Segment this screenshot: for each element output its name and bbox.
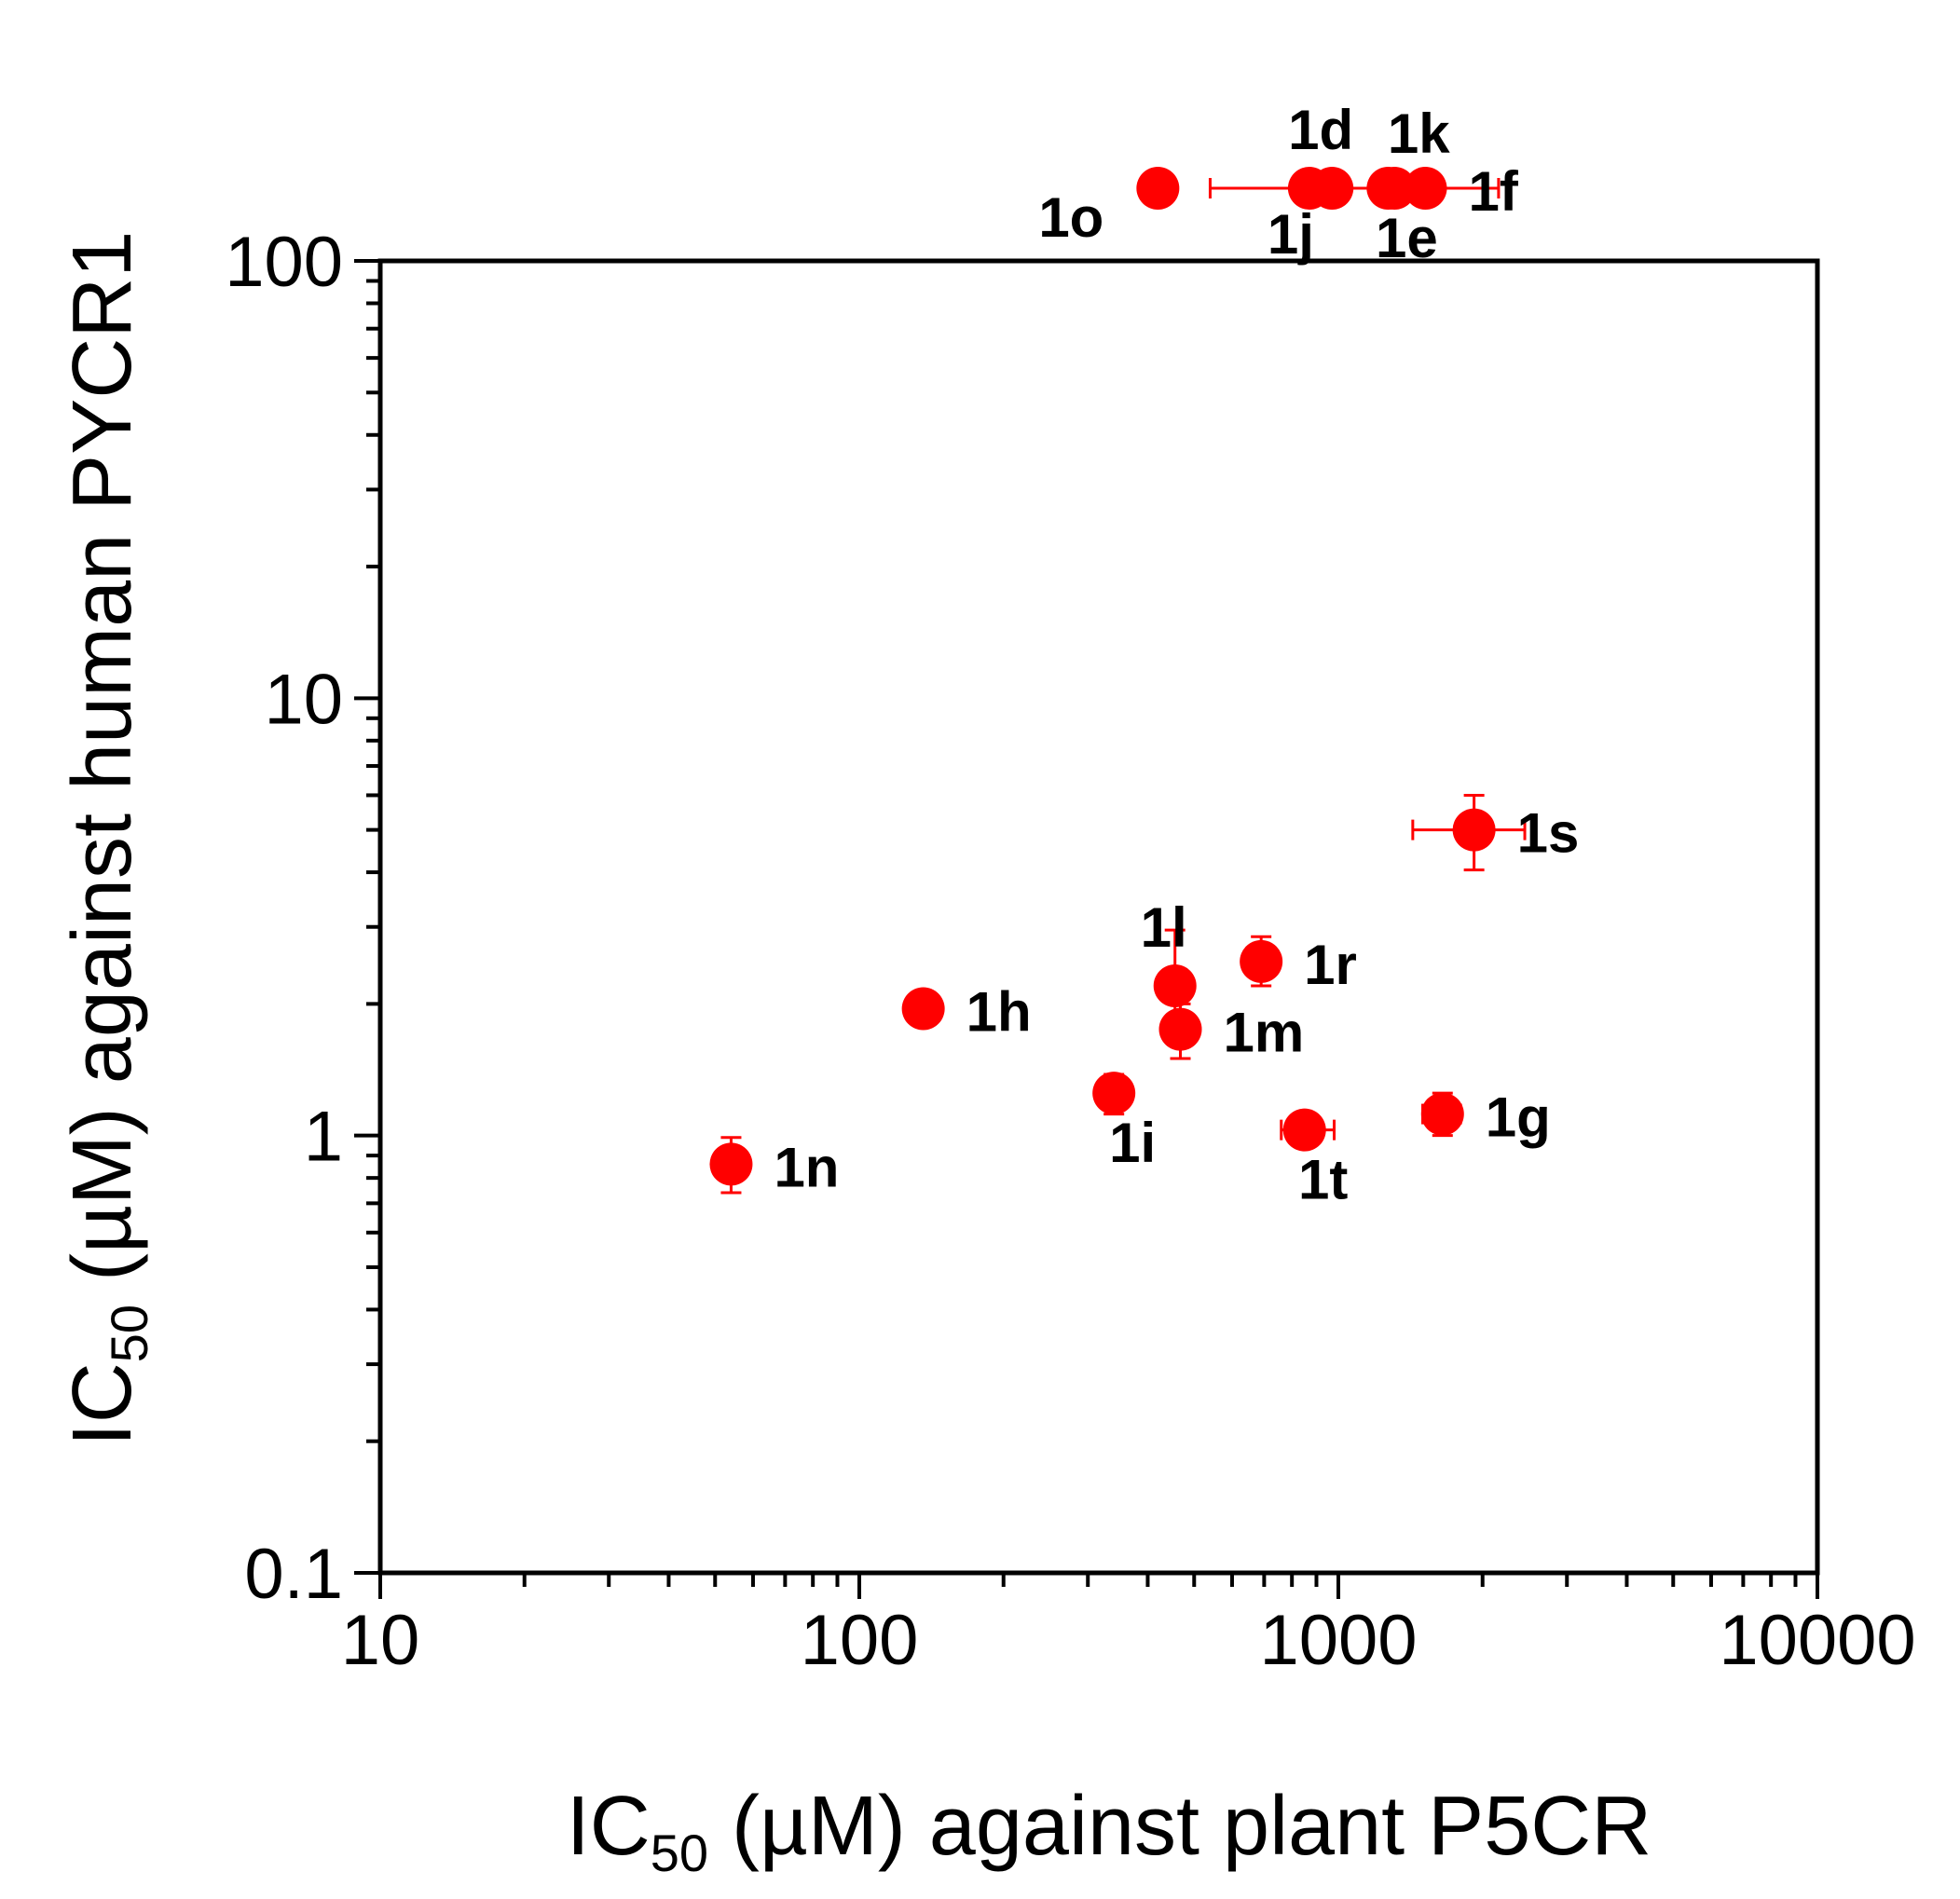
- point-label-1t: 1t: [1298, 1149, 1348, 1211]
- data-point-1h: [901, 987, 945, 1031]
- point-label-1l: 1l: [1141, 896, 1187, 959]
- point-label-1d: 1d: [1288, 99, 1353, 161]
- point-label-1r: 1r: [1304, 934, 1357, 996]
- data-point-1n: [709, 1142, 753, 1186]
- point-label-1f: 1f: [1468, 160, 1518, 223]
- data-point-1g: [1420, 1092, 1464, 1136]
- point-label-1n: 1n: [774, 1136, 839, 1198]
- data-point-1d: [1310, 167, 1354, 210]
- point-label-1h: 1h: [966, 981, 1032, 1044]
- data-point-1r: [1240, 939, 1283, 983]
- data-point-1t: [1282, 1108, 1326, 1152]
- y-tick-label: 0.1: [244, 1535, 343, 1614]
- point-label-1e: 1e: [1376, 207, 1438, 269]
- y-tick-label: 100: [225, 223, 343, 302]
- point-label-1o: 1o: [1038, 186, 1103, 249]
- x-tick-label: 10000: [1719, 1601, 1915, 1680]
- x-tick-label: 10: [341, 1601, 420, 1680]
- data-point-1l: [1153, 963, 1197, 1007]
- x-tick-label: 1000: [1259, 1601, 1417, 1680]
- point-label-1i: 1i: [1109, 1112, 1156, 1174]
- y-tick-label: 1: [304, 1098, 343, 1177]
- point-label-1s: 1s: [1517, 802, 1580, 865]
- point-label-1m: 1m: [1224, 1002, 1305, 1064]
- point-label-1k: 1k: [1388, 102, 1450, 165]
- y-axis-title: IC50 (µM) against human PYCR1: [56, 231, 158, 1447]
- data-point-1i: [1092, 1072, 1136, 1115]
- data-point-1s: [1452, 808, 1496, 852]
- data-point-1f: [1404, 167, 1447, 210]
- data-point-1o: [1136, 167, 1180, 210]
- y-tick-label: 10: [264, 660, 343, 739]
- point-label-1g: 1g: [1486, 1086, 1551, 1149]
- x-tick-label: 100: [801, 1601, 919, 1680]
- x-axis-title: IC50 (µM) against plant P5CR: [567, 1780, 1652, 1882]
- data-point-1m: [1158, 1007, 1202, 1051]
- data-point-1k: [1373, 167, 1417, 210]
- error-bars-layer: [720, 178, 1527, 1195]
- plot-frame-layer: [377, 258, 1820, 1576]
- point-label-1j: 1j: [1268, 203, 1314, 266]
- data-points-layer: [709, 167, 1496, 1186]
- plot-frame: [377, 258, 1820, 1576]
- axis-ticks-layer: 10 100 1000 10000 0.1 1 10 100: [225, 223, 1915, 1680]
